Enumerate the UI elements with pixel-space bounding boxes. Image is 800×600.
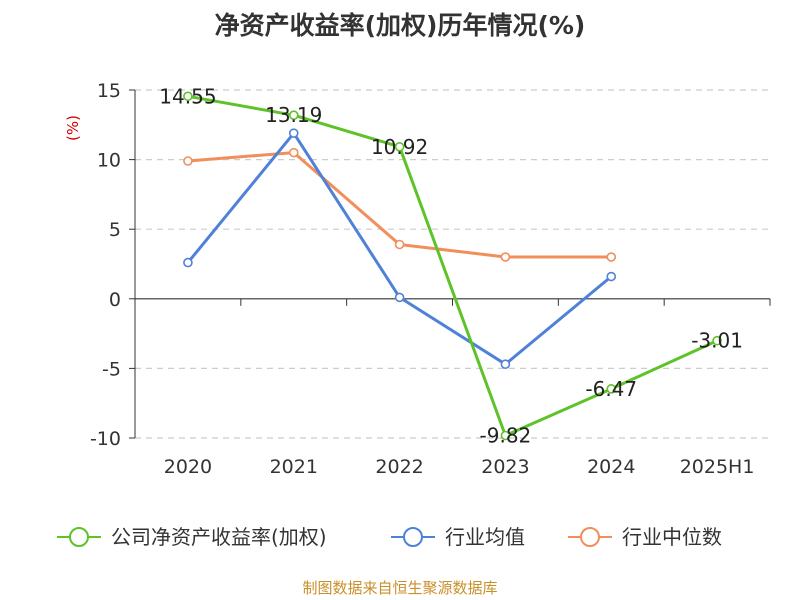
legend-marker [69,527,89,547]
y-axis-unit-label: (%) [64,115,82,141]
data-point [500,252,511,262]
legend-item: 公司净资产收益率(加权) [57,525,327,549]
series-line [187,94,718,437]
source-note: 制图数据来自恒生聚源数据库 [302,579,497,597]
series-lines [183,91,722,441]
axes: 15 10 5 0 -5 -10 2020 2021 2022 2023 2024 2025H1 [90,80,771,478]
data-point [712,335,722,346]
y-tick-label: 5 [109,219,121,241]
x-tick-label: 2025H1 [680,456,755,478]
data-point [500,359,511,370]
data-label: -3.01 [691,329,743,353]
data-point [394,141,405,152]
data-label: -6.47 [585,377,637,401]
x-tick-label: 2022 [375,456,423,478]
y-tick-label: 10 [97,150,121,172]
y-tick-label: 15 [97,80,121,102]
data-labels: 14.55 13.19 10.92 -9.82 -6.47 -3.01 [159,84,743,447]
x-tick-label: 2021 [270,456,318,478]
legend-item: 行业中位数 [568,525,722,549]
y-tick-label: -10 [90,428,121,450]
gridlines [135,89,770,439]
data-label: 14.55 [159,84,216,108]
data-point [500,430,511,441]
data-point [183,156,193,166]
data-point [606,384,617,394]
y-tick-label: 0 [109,289,121,311]
x-tick-label: 2023 [481,456,529,478]
data-label: -9.82 [480,423,532,447]
data-label: 10.92 [371,135,428,159]
legend-label: 行业中位数 [622,525,722,549]
legend-label: 行业均值 [445,525,525,549]
legend-item: 行业均值 [391,525,525,549]
data-point [288,110,299,120]
chart-title: 净资产收益率(加权)历年情况(%) [215,11,586,40]
data-point [288,128,299,138]
data-point [183,257,193,268]
data-point [606,271,617,282]
legend-marker [403,527,423,547]
legend-label: 公司净资产收益率(加权) [111,525,327,549]
data-label: 13.19 [265,103,322,127]
data-point [183,91,193,102]
data-point [394,292,405,303]
x-tick-label: 2024 [587,456,635,478]
legend-marker [580,527,600,547]
data-point [288,147,299,158]
x-tick-label: 2020 [164,456,212,478]
data-point [606,252,617,262]
y-tick-label: -5 [102,358,121,380]
data-point [394,239,405,250]
legend: 公司净资产收益率(加权) 行业均值 行业中位数 [57,525,722,549]
